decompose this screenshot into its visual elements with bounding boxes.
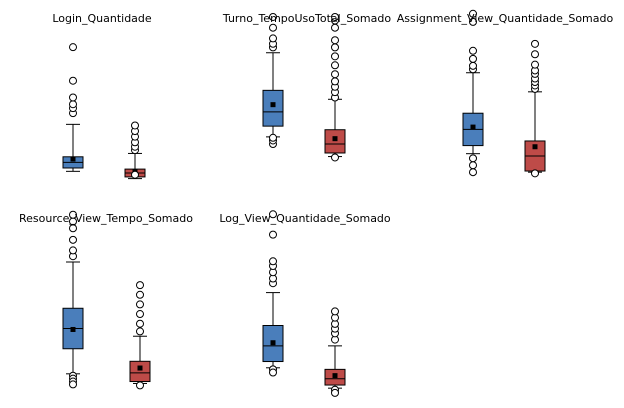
outlier-point — [269, 34, 277, 43]
box-plot — [124, 121, 146, 180]
outlier-point — [469, 54, 477, 63]
outlier-point — [469, 161, 477, 170]
outlier-point — [331, 43, 339, 52]
outlier-point — [69, 235, 77, 244]
mean-marker — [332, 136, 338, 142]
outlier-point — [136, 381, 144, 390]
outlier-point — [331, 61, 339, 70]
box-plot — [462, 9, 484, 177]
outlier-point — [136, 327, 144, 336]
outlier-point — [469, 46, 477, 55]
outlier-point — [69, 76, 77, 85]
outlier-point — [69, 224, 77, 233]
chart-panel: Resource_View_Tempo_Somado — [19, 210, 193, 390]
outlier-point — [331, 36, 339, 45]
box-plot — [324, 307, 346, 397]
outlier-point — [136, 310, 144, 319]
outlier-point — [331, 77, 339, 86]
box-plot — [524, 39, 546, 178]
outlier-point — [136, 281, 144, 290]
outlier-point — [331, 12, 339, 21]
mean-marker — [470, 124, 476, 130]
chart-title: Assignment_View_Quantidade_Somado — [397, 12, 614, 25]
outlier-point — [331, 23, 339, 32]
outlier-point — [531, 60, 539, 69]
outlier-point — [136, 300, 144, 309]
mean-marker — [332, 373, 338, 379]
box-plot — [262, 210, 284, 377]
box-plot — [62, 210, 84, 389]
chart-title: Turno_TempoUsoTotal_Somado — [222, 12, 391, 25]
outlier-point — [269, 230, 277, 239]
outlier-point — [69, 93, 77, 102]
outlier-point — [269, 257, 277, 266]
iqr-box — [129, 360, 151, 383]
box-plot — [324, 12, 346, 162]
chart-panel: Assignment_View_Quantidade_Somado — [397, 9, 614, 178]
mean-marker — [270, 102, 276, 108]
outlier-point — [331, 307, 339, 316]
mean-marker — [137, 365, 143, 371]
mean-marker — [270, 340, 276, 346]
chart-panel: Turno_TempoUsoTotal_Somado — [222, 12, 391, 162]
outlier-point — [469, 61, 477, 70]
outlier-point — [331, 388, 339, 397]
outlier-point — [269, 210, 277, 219]
outlier-point — [269, 133, 277, 142]
box-plot — [129, 281, 151, 390]
outlier-point — [69, 210, 77, 219]
outlier-point — [69, 100, 77, 109]
outlier-point — [469, 154, 477, 163]
outlier-point — [136, 290, 144, 299]
outlier-point — [131, 121, 139, 130]
outlier-point — [69, 43, 77, 52]
outlier-point — [69, 380, 77, 389]
mean-marker — [70, 156, 76, 162]
mean-marker — [532, 144, 538, 150]
outlier-point — [331, 70, 339, 79]
chart-panel: Log_View_Quantidade_Somado — [219, 210, 391, 397]
chart-panel: Login_Quantidade — [52, 12, 152, 180]
chart-title: Log_View_Quantidade_Somado — [219, 212, 391, 225]
outlier-point — [531, 39, 539, 48]
outlier-point — [531, 50, 539, 59]
outlier-point — [331, 153, 339, 162]
outlier-point — [269, 368, 277, 377]
outlier-point — [469, 168, 477, 177]
outlier-point — [269, 23, 277, 32]
outlier-point — [69, 246, 77, 255]
mean-marker — [70, 326, 76, 332]
outlier-point — [136, 319, 144, 328]
outlier-point — [531, 169, 539, 178]
outlier-point — [131, 170, 139, 179]
outlier-point — [469, 9, 477, 18]
chart-title: Resource_View_Tempo_Somado — [19, 212, 193, 225]
box-plot — [62, 43, 84, 172]
outlier-point — [469, 17, 477, 26]
outlier-point — [269, 12, 277, 21]
chart-title: Login_Quantidade — [52, 12, 152, 25]
box-plot — [262, 12, 284, 149]
iqr-box — [324, 129, 346, 154]
outlier-point — [331, 52, 339, 61]
iqr-box — [262, 89, 284, 127]
